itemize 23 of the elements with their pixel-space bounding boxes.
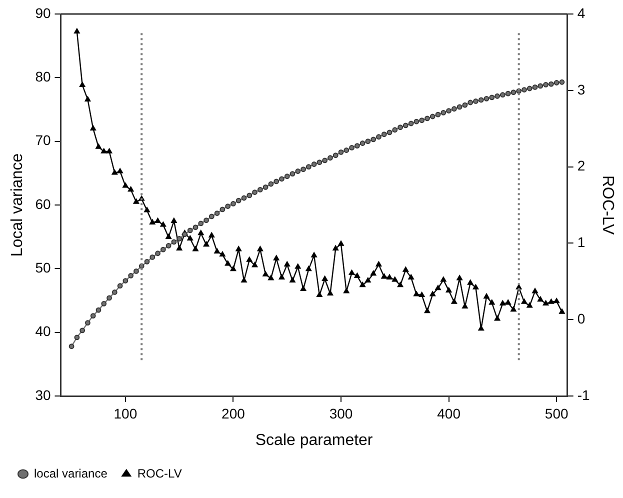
- x-tick-label: 100: [114, 405, 138, 422]
- y-tick-label: 50: [35, 260, 51, 276]
- x-tick-label: 300: [329, 405, 353, 422]
- legend-label: ROC-LV: [137, 466, 182, 480]
- legend-label: local variance: [34, 466, 108, 480]
- x-axis-title: Scale parameter: [255, 432, 374, 449]
- y-tick-label: 30: [35, 386, 51, 403]
- y2-tick-label: 0: [577, 310, 586, 326]
- y-tick-label: 60: [35, 196, 51, 212]
- y-tick-label: 40: [35, 323, 51, 340]
- y-tick-label: 80: [35, 68, 51, 85]
- y-axis-title: Local variance: [9, 153, 26, 257]
- y2-tick-label: 2: [577, 158, 586, 174]
- y2-tick-label: -1: [577, 386, 590, 403]
- x-tick-label: 200: [222, 405, 246, 422]
- y2-axis-title: ROC-LV: [598, 175, 616, 235]
- y2-tick-label: 3: [577, 81, 586, 98]
- y-tick-label: 70: [35, 132, 51, 148]
- y2-tick-label: 4: [577, 4, 586, 21]
- x-tick-label: 400: [437, 405, 461, 422]
- x-tick-label: 500: [544, 405, 568, 422]
- y-tick-label: 90: [35, 4, 51, 21]
- y2-tick-label: 1: [577, 234, 586, 250]
